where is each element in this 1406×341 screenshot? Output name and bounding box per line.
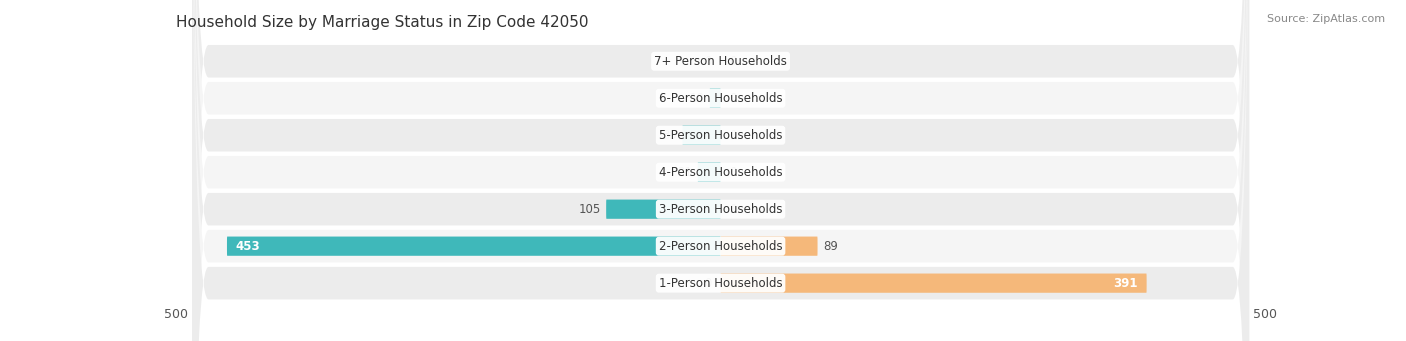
FancyBboxPatch shape bbox=[193, 0, 1249, 341]
FancyBboxPatch shape bbox=[193, 0, 1249, 341]
Text: 35: 35 bbox=[662, 129, 678, 142]
Text: 4-Person Households: 4-Person Households bbox=[659, 166, 782, 179]
FancyBboxPatch shape bbox=[682, 125, 721, 145]
Text: 5-Person Households: 5-Person Households bbox=[659, 129, 782, 142]
Text: 0: 0 bbox=[730, 166, 737, 179]
Text: 0: 0 bbox=[730, 55, 737, 68]
Text: 1-Person Households: 1-Person Households bbox=[659, 277, 782, 290]
FancyBboxPatch shape bbox=[721, 237, 817, 256]
Text: 89: 89 bbox=[823, 240, 838, 253]
FancyBboxPatch shape bbox=[721, 273, 1147, 293]
FancyBboxPatch shape bbox=[193, 0, 1249, 341]
Text: 2-Person Households: 2-Person Households bbox=[659, 240, 782, 253]
Text: 10: 10 bbox=[689, 92, 704, 105]
Text: 105: 105 bbox=[578, 203, 600, 216]
FancyBboxPatch shape bbox=[226, 237, 721, 256]
Text: 0: 0 bbox=[704, 55, 711, 68]
FancyBboxPatch shape bbox=[710, 89, 721, 108]
Text: 0: 0 bbox=[704, 277, 711, 290]
FancyBboxPatch shape bbox=[193, 0, 1249, 341]
Text: 7+ Person Households: 7+ Person Households bbox=[654, 55, 787, 68]
Text: Household Size by Marriage Status in Zip Code 42050: Household Size by Marriage Status in Zip… bbox=[176, 15, 588, 30]
Text: 391: 391 bbox=[1114, 277, 1137, 290]
Text: 3-Person Households: 3-Person Households bbox=[659, 203, 782, 216]
FancyBboxPatch shape bbox=[697, 163, 721, 182]
Text: 453: 453 bbox=[236, 240, 260, 253]
Text: 0: 0 bbox=[730, 129, 737, 142]
FancyBboxPatch shape bbox=[193, 0, 1249, 341]
FancyBboxPatch shape bbox=[193, 0, 1249, 341]
FancyBboxPatch shape bbox=[193, 0, 1249, 341]
FancyBboxPatch shape bbox=[606, 199, 721, 219]
Text: 21: 21 bbox=[678, 166, 692, 179]
Text: Source: ZipAtlas.com: Source: ZipAtlas.com bbox=[1267, 14, 1385, 24]
Text: 6-Person Households: 6-Person Households bbox=[659, 92, 782, 105]
Text: 0: 0 bbox=[730, 92, 737, 105]
Text: 0: 0 bbox=[730, 203, 737, 216]
